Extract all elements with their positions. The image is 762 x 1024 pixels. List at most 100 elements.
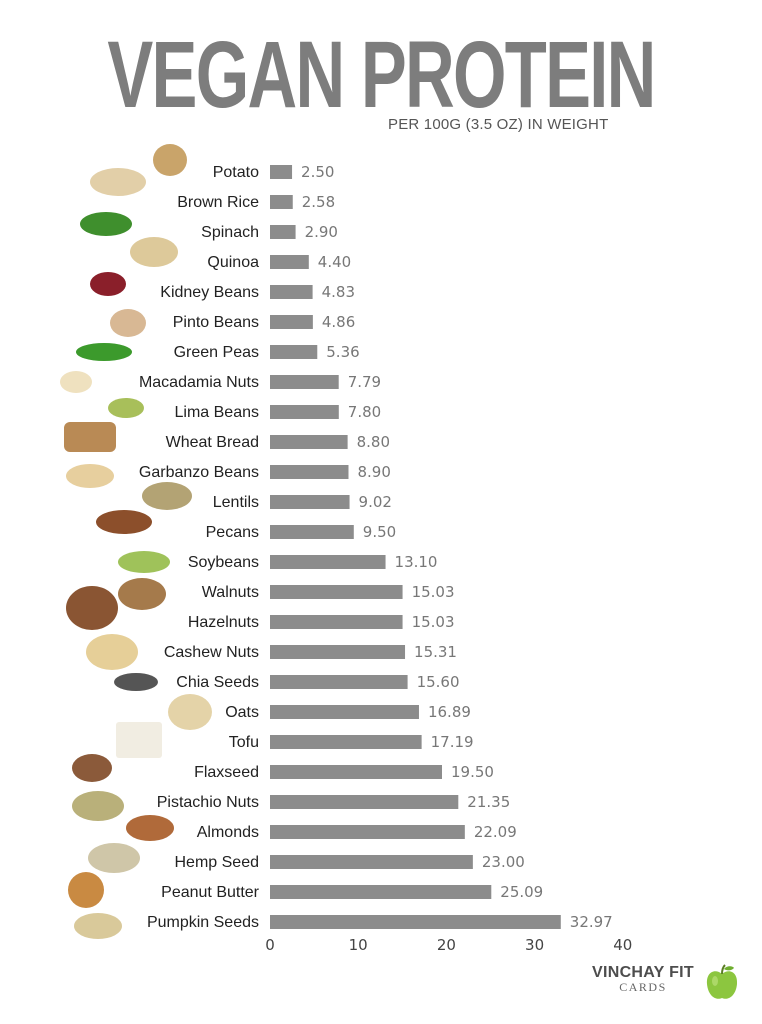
category-label-walnuts: Walnuts [202, 584, 259, 601]
wheat-bread-icon [64, 422, 116, 452]
bar-pumpkin-seeds [270, 915, 561, 929]
brand-logo-text: VINCHAY FIT [592, 964, 694, 981]
flaxseed-icon [72, 754, 112, 782]
value-label-tofu: 17.19 [431, 733, 474, 751]
bar-quinoa [270, 255, 309, 269]
category-label-almonds: Almonds [197, 824, 259, 841]
value-label-pistachio-nuts: 21.35 [467, 793, 510, 811]
pumpkin-seeds-icon [74, 913, 122, 939]
value-label-hazelnuts: 15.03 [412, 613, 455, 631]
bar-tofu [270, 735, 422, 749]
category-label-pumpkin-seeds: Pumpkin Seeds [147, 914, 259, 931]
category-label-cashew-nuts: Cashew Nuts [164, 644, 259, 661]
category-label-oats: Oats [225, 704, 259, 721]
category-label-kidney-beans: Kidney Beans [160, 284, 259, 301]
value-label-green-peas: 5.36 [326, 343, 359, 361]
value-label-chia-seeds: 15.60 [417, 673, 460, 691]
value-label-lentils: 9.02 [359, 493, 392, 511]
potato-icon [153, 144, 187, 176]
bar-chia-seeds [270, 675, 408, 689]
value-label-brown-rice: 2.58 [302, 193, 335, 211]
value-label-potato: 2.50 [301, 163, 334, 181]
tofu-icon [116, 722, 162, 758]
pecans-icon [96, 510, 152, 534]
category-label-tofu: Tofu [229, 734, 259, 751]
bar-pistachio-nuts [270, 795, 459, 809]
bar-cashew-nuts [270, 645, 406, 659]
green-apple-icon [706, 964, 738, 999]
bar-potato [270, 165, 293, 179]
almonds-icon [126, 815, 174, 841]
value-label-flaxseed: 19.50 [451, 763, 494, 781]
category-label-garbanzo-beans: Garbanzo Beans [139, 464, 259, 481]
kidney-beans-icon [90, 272, 126, 296]
value-label-soybeans: 13.10 [395, 553, 438, 571]
x-tick-label: 40 [613, 936, 632, 954]
bar-flaxseed [270, 765, 442, 779]
category-label-green-peas: Green Peas [174, 344, 259, 361]
x-tick-label: 30 [525, 936, 544, 954]
oats-icon [168, 694, 212, 730]
bar-hazelnuts [270, 615, 403, 629]
category-label-lentils: Lentils [213, 494, 259, 511]
bar-almonds [270, 825, 465, 839]
bar-hemp-seed [270, 855, 473, 869]
bar-pecans [270, 525, 354, 539]
peanut-butter-icon [68, 872, 104, 908]
category-label-hazelnuts: Hazelnuts [188, 614, 259, 631]
value-label-pecans: 9.50 [363, 523, 396, 541]
x-tick-label: 10 [349, 936, 368, 954]
pinto-beans-icon [110, 309, 146, 337]
bar-walnuts [270, 585, 403, 599]
value-label-wheat-bread: 8.80 [357, 433, 390, 451]
bar-series: Potato 2.50 Brown Rice 2.58 Spinach 2.90 Quino… [139, 163, 613, 931]
value-label-almonds: 22.09 [474, 823, 517, 841]
quinoa-icon [130, 237, 178, 267]
value-label-pumpkin-seeds: 32.97 [570, 913, 613, 931]
category-label-pinto-beans: Pinto Beans [173, 314, 259, 331]
category-label-pistachio-nuts: Pistachio Nuts [157, 794, 259, 811]
bar-green-peas [270, 345, 318, 359]
value-label-lima-beans: 7.80 [348, 403, 381, 421]
macadamia-icon [60, 371, 92, 393]
cashew-icon [86, 634, 138, 670]
category-label-wheat-bread: Wheat Bread [166, 434, 259, 451]
bar-garbanzo-beans [270, 465, 349, 479]
brand-logo: VINCHAY FIT CARDS [592, 964, 694, 995]
page-title: VEGAN PROTEIN [107, 22, 656, 128]
pistachio-icon [72, 791, 124, 821]
category-label-soybeans: Soybeans [188, 554, 259, 571]
bar-kidney-beans [270, 285, 313, 299]
category-label-hemp-seed: Hemp Seed [175, 854, 260, 871]
soybeans-icon [118, 551, 170, 573]
category-label-pecans: Pecans [206, 524, 259, 541]
bar-wheat-bread [270, 435, 348, 449]
x-tick-label: 0 [265, 936, 275, 954]
hemp-seed-icon [88, 843, 140, 873]
bar-spinach [270, 225, 296, 239]
value-label-hemp-seed: 23.00 [482, 853, 525, 871]
category-label-lima-beans: Lima Beans [175, 404, 260, 421]
category-label-potato: Potato [213, 164, 259, 181]
value-label-oats: 16.89 [428, 703, 471, 721]
bar-peanut-butter [270, 885, 492, 899]
lentils-icon [142, 482, 192, 510]
bar-macadamia-nuts [270, 375, 339, 389]
bar-soybeans [270, 555, 386, 569]
category-label-peanut-butter: Peanut Butter [161, 884, 260, 901]
value-label-pinto-beans: 4.86 [322, 313, 355, 331]
category-label-spinach: Spinach [201, 224, 259, 241]
spinach-icon [80, 212, 132, 236]
category-label-brown-rice: Brown Rice [177, 194, 259, 211]
page-subtitle: PER 100G (3.5 OZ) IN WEIGHT [388, 116, 609, 133]
category-label-chia-seeds: Chia Seeds [176, 674, 259, 691]
food-illustrations [60, 144, 212, 939]
x-axis-ticks: 0 10 20 30 40 [265, 936, 632, 954]
chia-seeds-icon [114, 673, 158, 691]
x-tick-label: 20 [437, 936, 456, 954]
category-label-quinoa: Quinoa [207, 254, 259, 271]
walnuts-icon [118, 578, 166, 610]
category-label-macadamia-nuts: Macadamia Nuts [139, 374, 259, 391]
bar-lima-beans [270, 405, 339, 419]
